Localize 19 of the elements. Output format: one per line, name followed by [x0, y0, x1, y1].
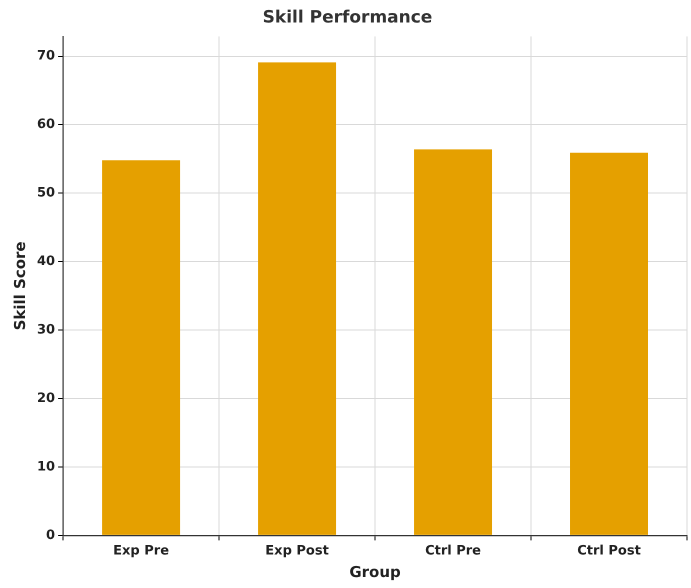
bar [414, 149, 492, 535]
x-axis-title: Group [349, 562, 402, 581]
bar [102, 160, 180, 535]
x-tick-label: Ctrl Post [577, 544, 641, 559]
y-tick-label: 10 [36, 459, 56, 474]
x-tick-label: Exp Post [265, 544, 329, 559]
y-tick-label: 60 [36, 117, 56, 132]
x-tick-label: Exp Pre [113, 544, 170, 559]
y-axis-title: Skill Score [10, 241, 29, 330]
y-tick-label: 50 [36, 186, 56, 201]
bar [570, 152, 648, 535]
y-tick-label: 40 [36, 254, 56, 269]
y-tick-label: 70 [36, 48, 56, 64]
chart-title: Skill Performance [262, 8, 432, 28]
y-tick-label: 30 [36, 322, 56, 338]
y-tick-label: 0 [46, 528, 56, 543]
x-tick-label: Ctrl Pre [425, 544, 482, 559]
y-tick-label: 20 [36, 390, 56, 406]
bar [258, 62, 336, 535]
